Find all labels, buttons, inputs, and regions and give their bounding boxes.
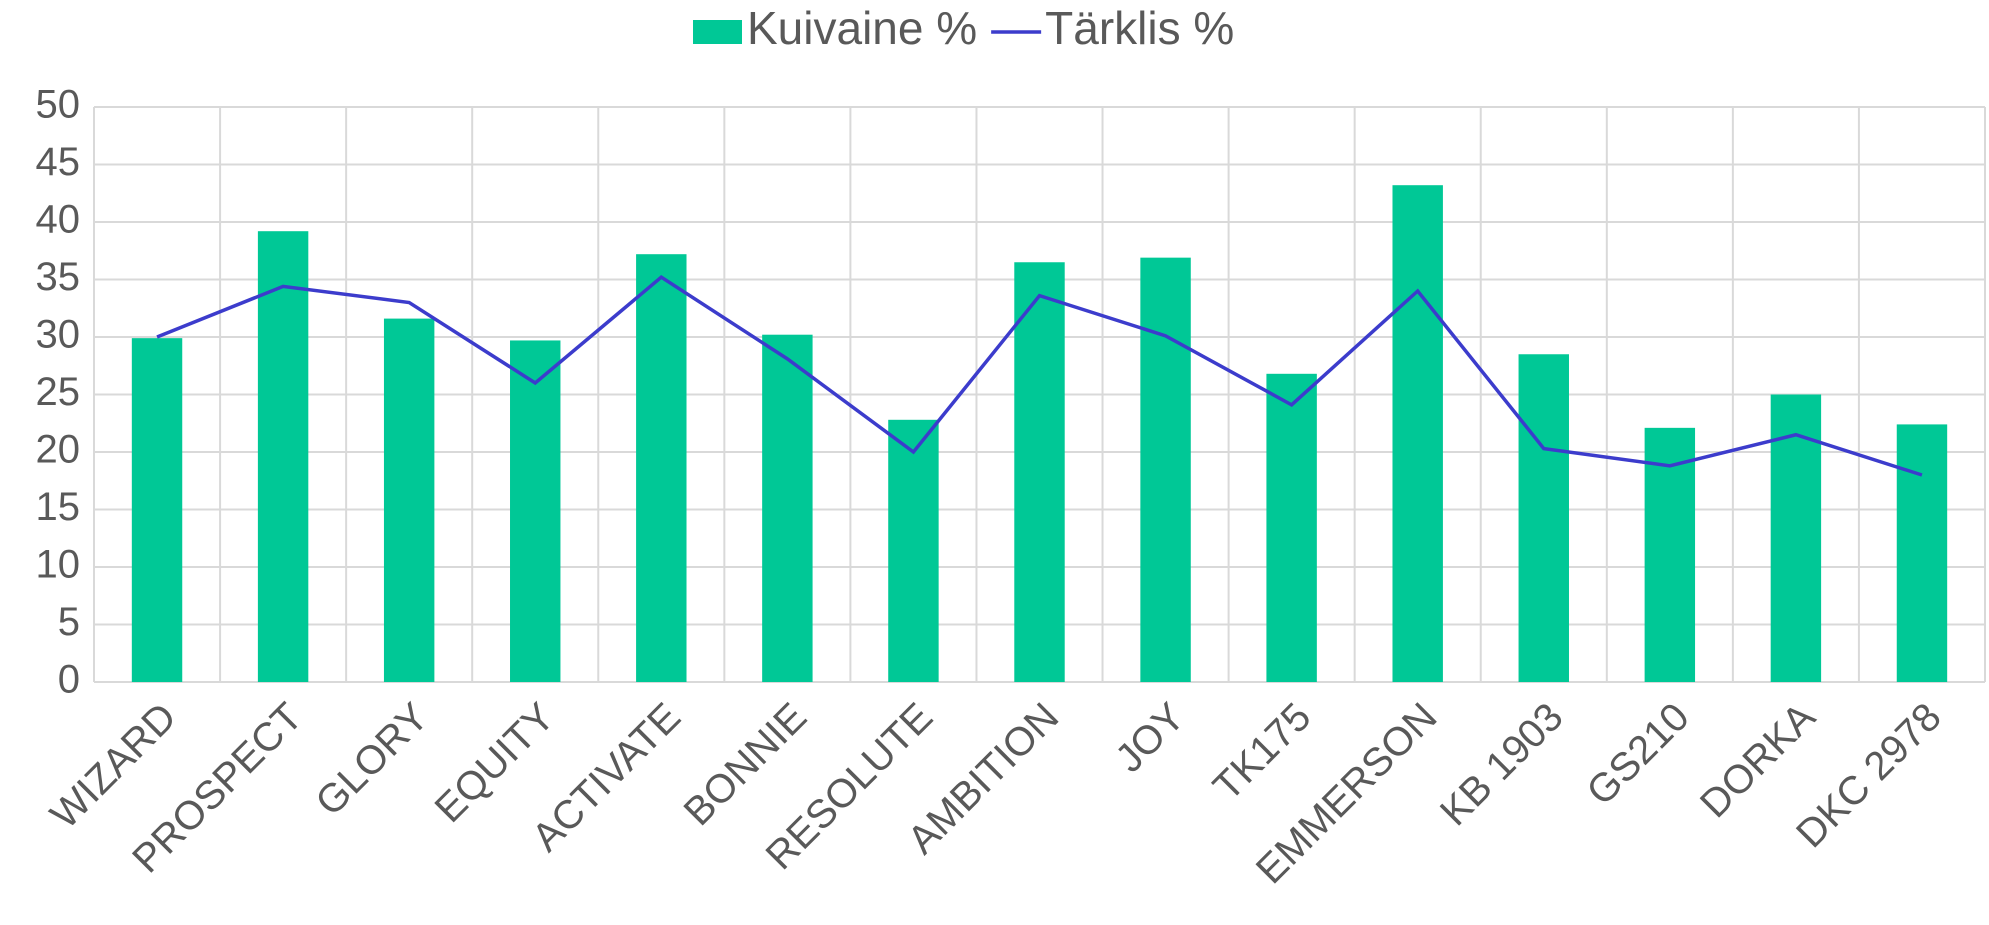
y-tick-label: 25 xyxy=(36,370,81,414)
bar xyxy=(1644,427,1696,682)
bar xyxy=(257,231,309,682)
bar xyxy=(1392,185,1443,682)
y-tick-label: 40 xyxy=(36,198,81,242)
bar xyxy=(762,334,813,682)
x-tick-label: TK175 xyxy=(1205,695,1319,809)
bar xyxy=(510,340,561,682)
bar xyxy=(1770,394,1822,682)
y-tick-label: 0 xyxy=(58,658,80,702)
bar xyxy=(1896,424,1948,682)
bar xyxy=(888,419,939,682)
x-tick-label: KB 1903 xyxy=(1432,695,1572,835)
legend-swatch xyxy=(693,20,742,44)
y-tick-label: 5 xyxy=(58,600,80,644)
y-tick-label: 50 xyxy=(36,83,81,127)
y-tick-label: 30 xyxy=(36,313,81,357)
bar xyxy=(1266,373,1317,682)
y-tick-label: 35 xyxy=(36,255,81,299)
y-tick-label: 15 xyxy=(36,485,81,529)
x-tick-label: DORKA xyxy=(1692,694,1824,826)
x-tick-label: JOY xyxy=(1107,695,1193,781)
x-tick-label: GLORY xyxy=(307,695,437,825)
legend-label: Kuivaine % xyxy=(747,2,977,54)
y-tick-label: 20 xyxy=(36,428,81,472)
bar xyxy=(131,338,183,682)
line xyxy=(156,275,1923,477)
bar xyxy=(1014,262,1065,682)
y-tick-label: 45 xyxy=(36,140,81,184)
legend-label: Tärklis % xyxy=(1045,2,1234,54)
y-tick-label: 10 xyxy=(36,543,81,587)
x-tick-label: GS210 xyxy=(1578,695,1697,814)
bar xyxy=(636,254,687,682)
bar xyxy=(1140,257,1191,682)
bar xyxy=(383,318,435,682)
bar xyxy=(1518,354,1569,682)
